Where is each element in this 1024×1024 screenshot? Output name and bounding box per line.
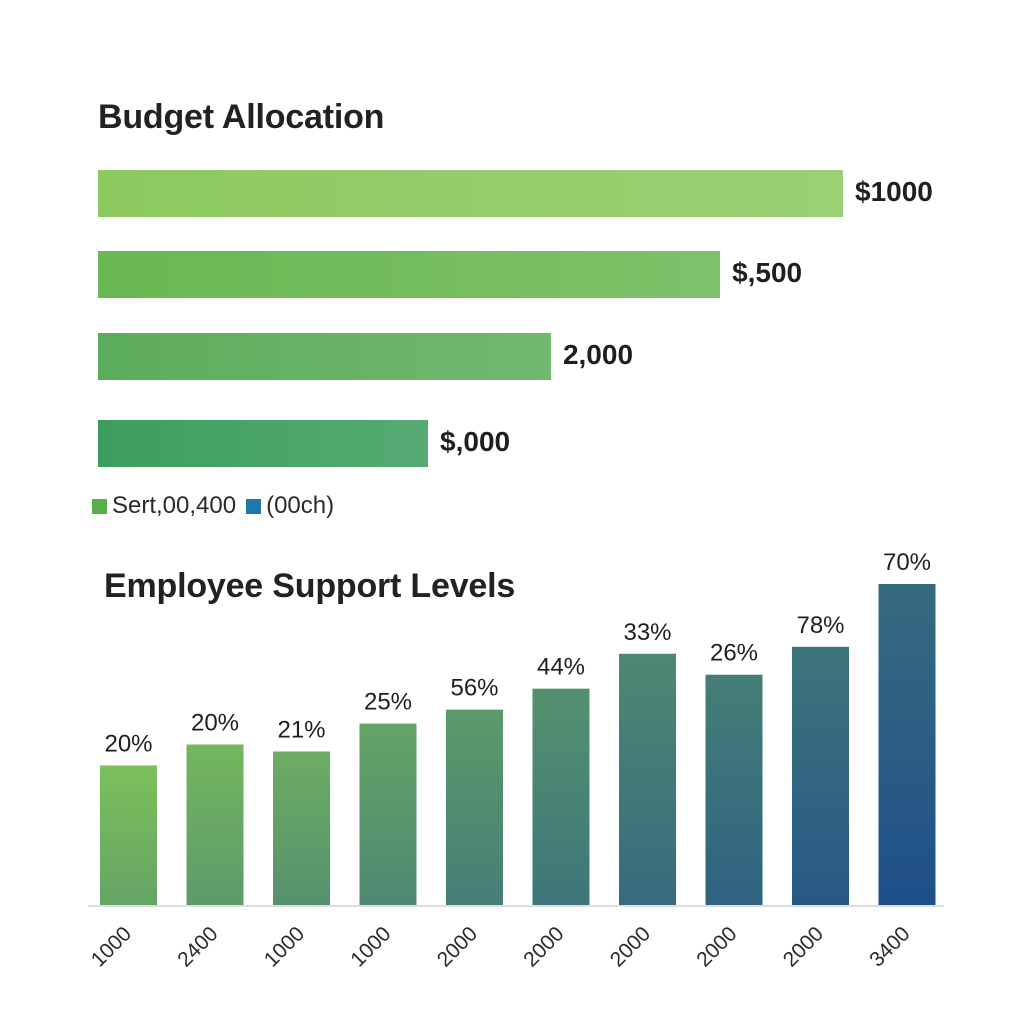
- budget-bar-label: $,500: [732, 257, 803, 288]
- budget-bar: [98, 170, 843, 217]
- support-x-tick-label: 2000: [433, 922, 482, 971]
- budget-bar: [98, 420, 429, 467]
- support-bar: [532, 688, 590, 905]
- budget-bar: [98, 333, 551, 380]
- support-bar: [619, 653, 676, 905]
- support-bar-value-label: 26%: [710, 640, 758, 667]
- legend-swatch-green: [92, 498, 107, 514]
- support-x-tick-label: 3400: [865, 922, 914, 971]
- support-bar: [878, 584, 936, 905]
- support-x-tick-label: 2000: [519, 922, 568, 971]
- support-bar: [446, 709, 503, 905]
- support-x-tick-label: 2000: [606, 922, 655, 971]
- budget-bar-label: $1000: [855, 176, 933, 207]
- legend-item-1: Sert,00,400: [92, 492, 236, 520]
- support-x-tick-label: 2000: [779, 922, 828, 971]
- support-x-tick-label: 2400: [173, 922, 222, 971]
- budget-chart-title: Budget Allocation: [98, 98, 385, 136]
- legend-label-2: (00ch): [266, 492, 335, 519]
- support-bar: [186, 744, 244, 905]
- support-x-tick-label: 1000: [346, 922, 395, 971]
- legend-item-2: (00ch): [246, 492, 334, 520]
- support-bar-value-label: 33%: [623, 619, 671, 646]
- budget-bar-label: 2,000: [562, 339, 634, 370]
- budget-bar-label: $,000: [440, 426, 511, 457]
- support-bar: [705, 674, 763, 905]
- support-bar-value-label: 25%: [364, 689, 412, 716]
- support-bar-value-label: 70%: [883, 549, 931, 576]
- support-bar-value-label: 56%: [450, 675, 498, 702]
- support-bar: [273, 751, 330, 905]
- legend-label-1: Sert,00,400: [112, 492, 237, 519]
- legend-swatch-blue: [246, 498, 262, 514]
- support-bar-value-label: 44%: [537, 654, 585, 681]
- support-x-tick-label: 1000: [87, 922, 136, 971]
- support-x-tick-label: 2000: [692, 922, 741, 971]
- support-bar-value-label: 20%: [191, 710, 239, 737]
- support-bar: [792, 646, 849, 905]
- support-chart-title: Employee Support Levels: [104, 567, 516, 605]
- budget-bar: [98, 251, 721, 298]
- support-bar: [359, 723, 417, 905]
- support-bar: [100, 765, 157, 905]
- support-bar-value-label: 20%: [104, 730, 152, 757]
- support-x-tick-label: 1000: [260, 922, 309, 971]
- budget-legend: Sert,00,400 (00ch): [92, 492, 344, 520]
- support-bar-value-label: 78%: [796, 612, 844, 639]
- support-bar-value-label: 21%: [277, 716, 325, 743]
